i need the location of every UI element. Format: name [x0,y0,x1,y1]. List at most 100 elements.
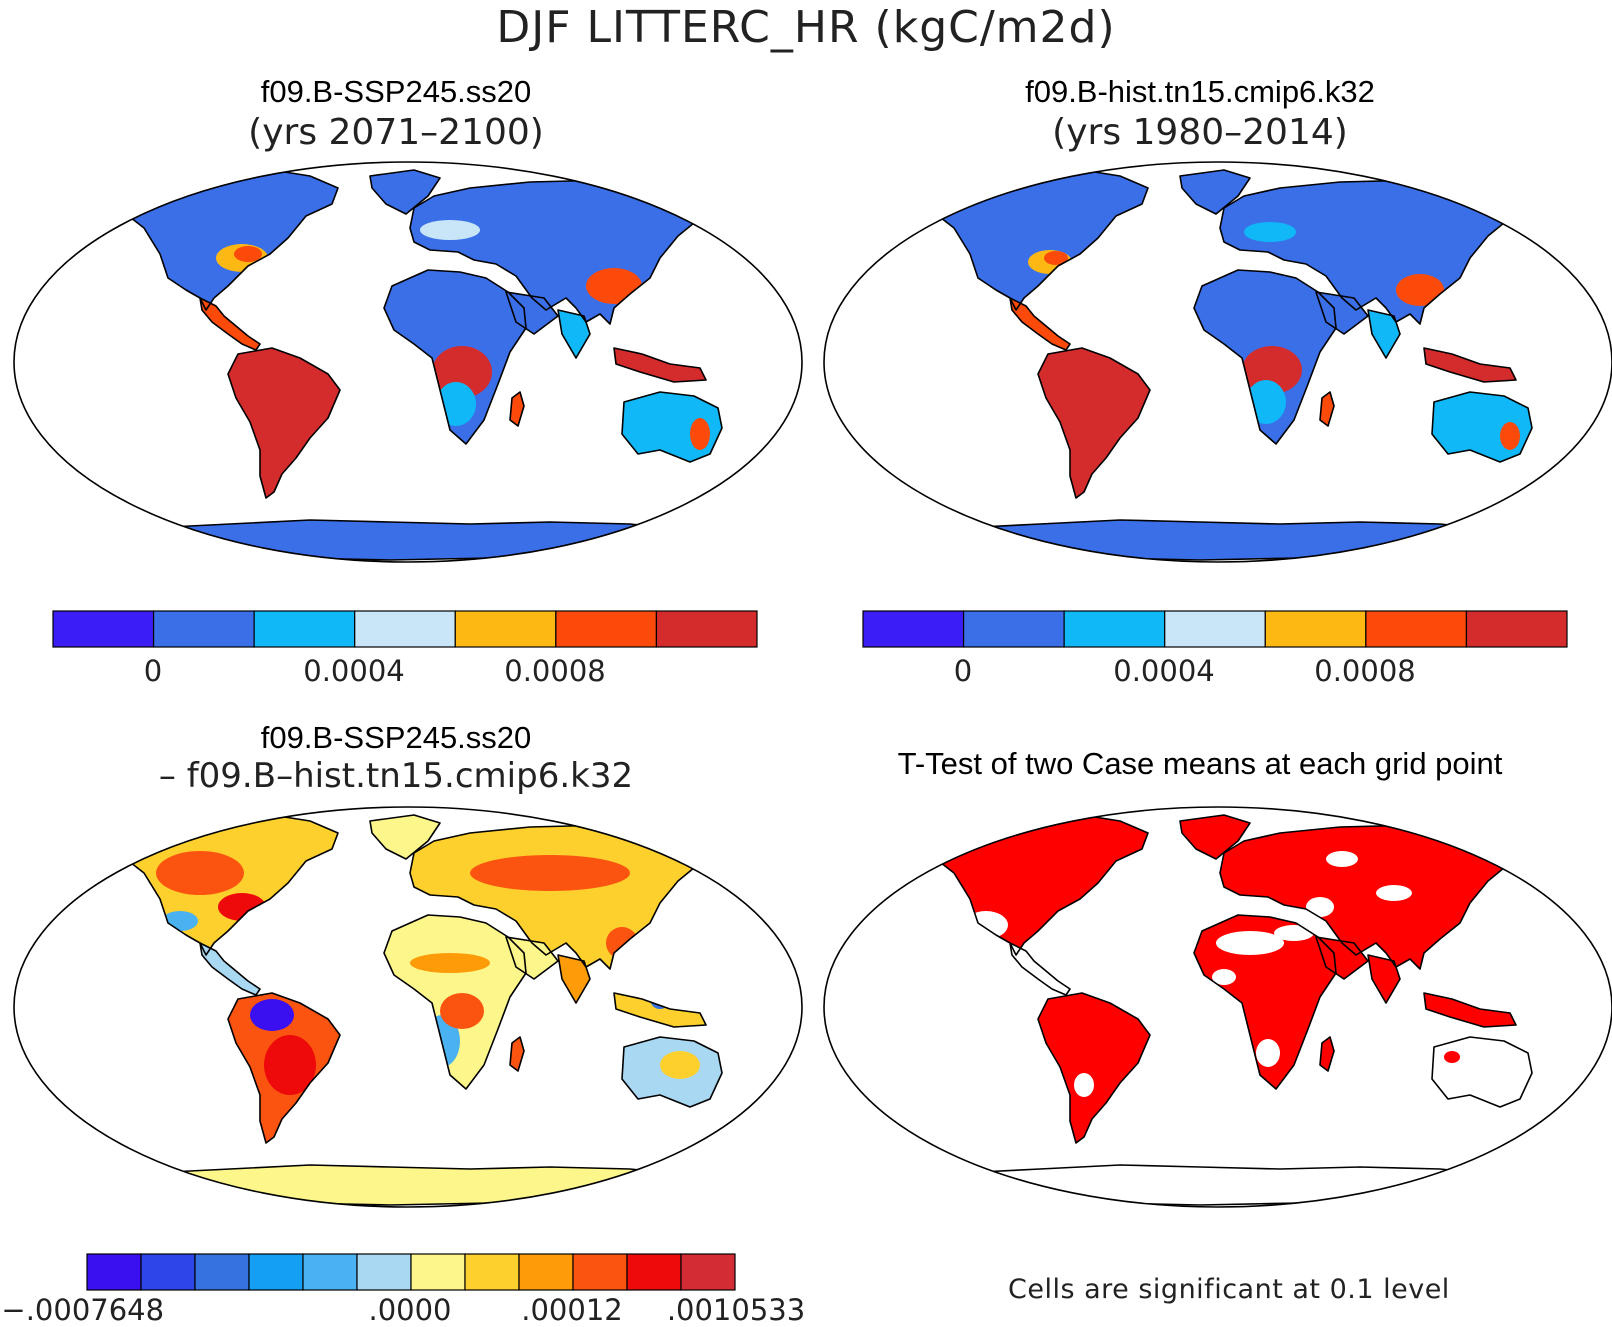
field-region [440,993,484,1029]
colorbar-swatch [572,1253,628,1291]
coastline-southAmerica [227,992,341,1144]
field-region [1326,851,1358,867]
field-region [1212,969,1236,985]
field-region [1306,897,1334,917]
land-india [558,310,590,358]
coastline-eurasia [409,179,711,325]
map-border [13,161,803,563]
panel-1-title: f09.B-SSP245.ss20 [260,74,532,109]
colorbar-panel-1 [52,610,758,648]
coastline-australia [1431,391,1533,463]
field-region [1444,1051,1460,1063]
coastline-greenland [1179,169,1251,215]
field-region [1242,346,1302,394]
coastline-centralAmerica [1009,942,1071,996]
coastline-northAmerica [915,169,1149,311]
colorbar-swatch [410,1253,466,1291]
coastline-madagascar [509,1036,525,1072]
panel-4-title: T-Test of two Case means at each grid po… [897,746,1503,781]
panel-3-subtitle: – f09.B–hist.tn15.cmip6.k32 [158,756,634,796]
map-panel-3 [13,806,803,1208]
map-border [13,806,803,1208]
colorbar-2-label-0: 0 [953,654,973,688]
field-region [156,851,244,895]
colorbar-3-label-1: .0000 [368,1293,452,1327]
coastline-eurasia [1219,179,1521,325]
coastline-seAsiaIslands [613,347,707,383]
coastline-southAmerica [227,347,341,499]
field-region [244,366,324,454]
land-greenland [1180,815,1250,859]
map-border [823,161,1612,563]
coastline-centralAmerica [1009,297,1071,351]
field-region [660,1051,700,1079]
land-india [1368,955,1400,1003]
coastline-madagascar [1319,1036,1335,1072]
land-seAsiaIslands [614,993,706,1027]
colorbar-swatch [248,1253,304,1291]
coastline-madagascar [509,391,525,427]
colorbar-swatch [464,1253,520,1291]
coastline-india [1367,954,1401,1004]
field-region [470,855,630,891]
land-greenland [370,170,440,214]
field-region [690,418,710,450]
land-centralAmerica [200,943,260,995]
map-panel-2 [823,161,1612,563]
colorbar-difference [86,1253,736,1291]
coastline-australia [1431,1036,1533,1108]
colorbar-swatch [354,610,456,648]
panel-2-title: f09.B-hist.tn15.cmip6.k32 [1025,74,1375,109]
colorbar-swatch [1164,610,1266,648]
coastline-arabia [1315,936,1369,980]
colorbar-swatch [1465,610,1568,648]
land-greenland [1180,170,1250,214]
colorbar-swatch [194,1253,250,1291]
field-region [1052,364,1132,448]
field-region [264,1035,316,1095]
field-region [420,220,480,240]
coastline-arabia [505,291,559,335]
field-region [1216,931,1284,955]
coastline-africa [1193,269,1337,445]
panel-2-subtitle: (yrs 1980–2014) [1052,112,1348,153]
colorbar-panel-2 [862,610,1568,648]
coastline-northAmerica [915,814,1149,956]
land-eurasia [410,825,710,969]
coastline-india [557,954,591,1004]
field-region [1044,251,1068,265]
coastline-greenland [369,814,441,860]
coastline-africa [383,269,527,445]
coastline-greenland [1179,814,1251,860]
map-border [823,806,1612,1208]
coastline-seAsiaIslands [1423,992,1517,1028]
field-region [234,246,262,262]
field-region [1074,1073,1094,1097]
map-panel-1 [13,161,803,563]
colorbar-swatch [52,610,155,648]
land-india [1368,310,1400,358]
land-eurasia [1220,180,1520,324]
colorbar-swatch [655,610,758,648]
land-eurasia [1220,825,1520,969]
colorbar-swatch [518,1253,574,1291]
colorbar-1-label-2: 0.0008 [504,654,606,688]
colorbar-swatch [1365,610,1468,648]
colorbar-3-label-3: .0010533 [666,1293,806,1327]
colorbar-2-label-1: 0.0004 [1113,654,1215,688]
coastline-greenland [369,169,441,215]
colorbar-swatch [1063,610,1166,648]
coastline-southAmerica [1037,347,1151,499]
significance-note: Cells are significant at 0.1 level [1008,1274,1450,1305]
colorbar-swatch [140,1253,196,1291]
coastline-eurasia [1219,824,1521,970]
colorbar-3-label-0: −.0007648 [1,1293,165,1327]
coastline-arabia [505,936,559,980]
land-seAsiaIslands [614,348,706,382]
colorbar-1-label-0: 0 [143,654,163,688]
field-region [1244,222,1296,242]
coastline-africa [383,914,527,1090]
field-region [250,999,294,1031]
land-centralAmerica [1010,298,1070,350]
coastline-centralAmerica [199,297,261,351]
